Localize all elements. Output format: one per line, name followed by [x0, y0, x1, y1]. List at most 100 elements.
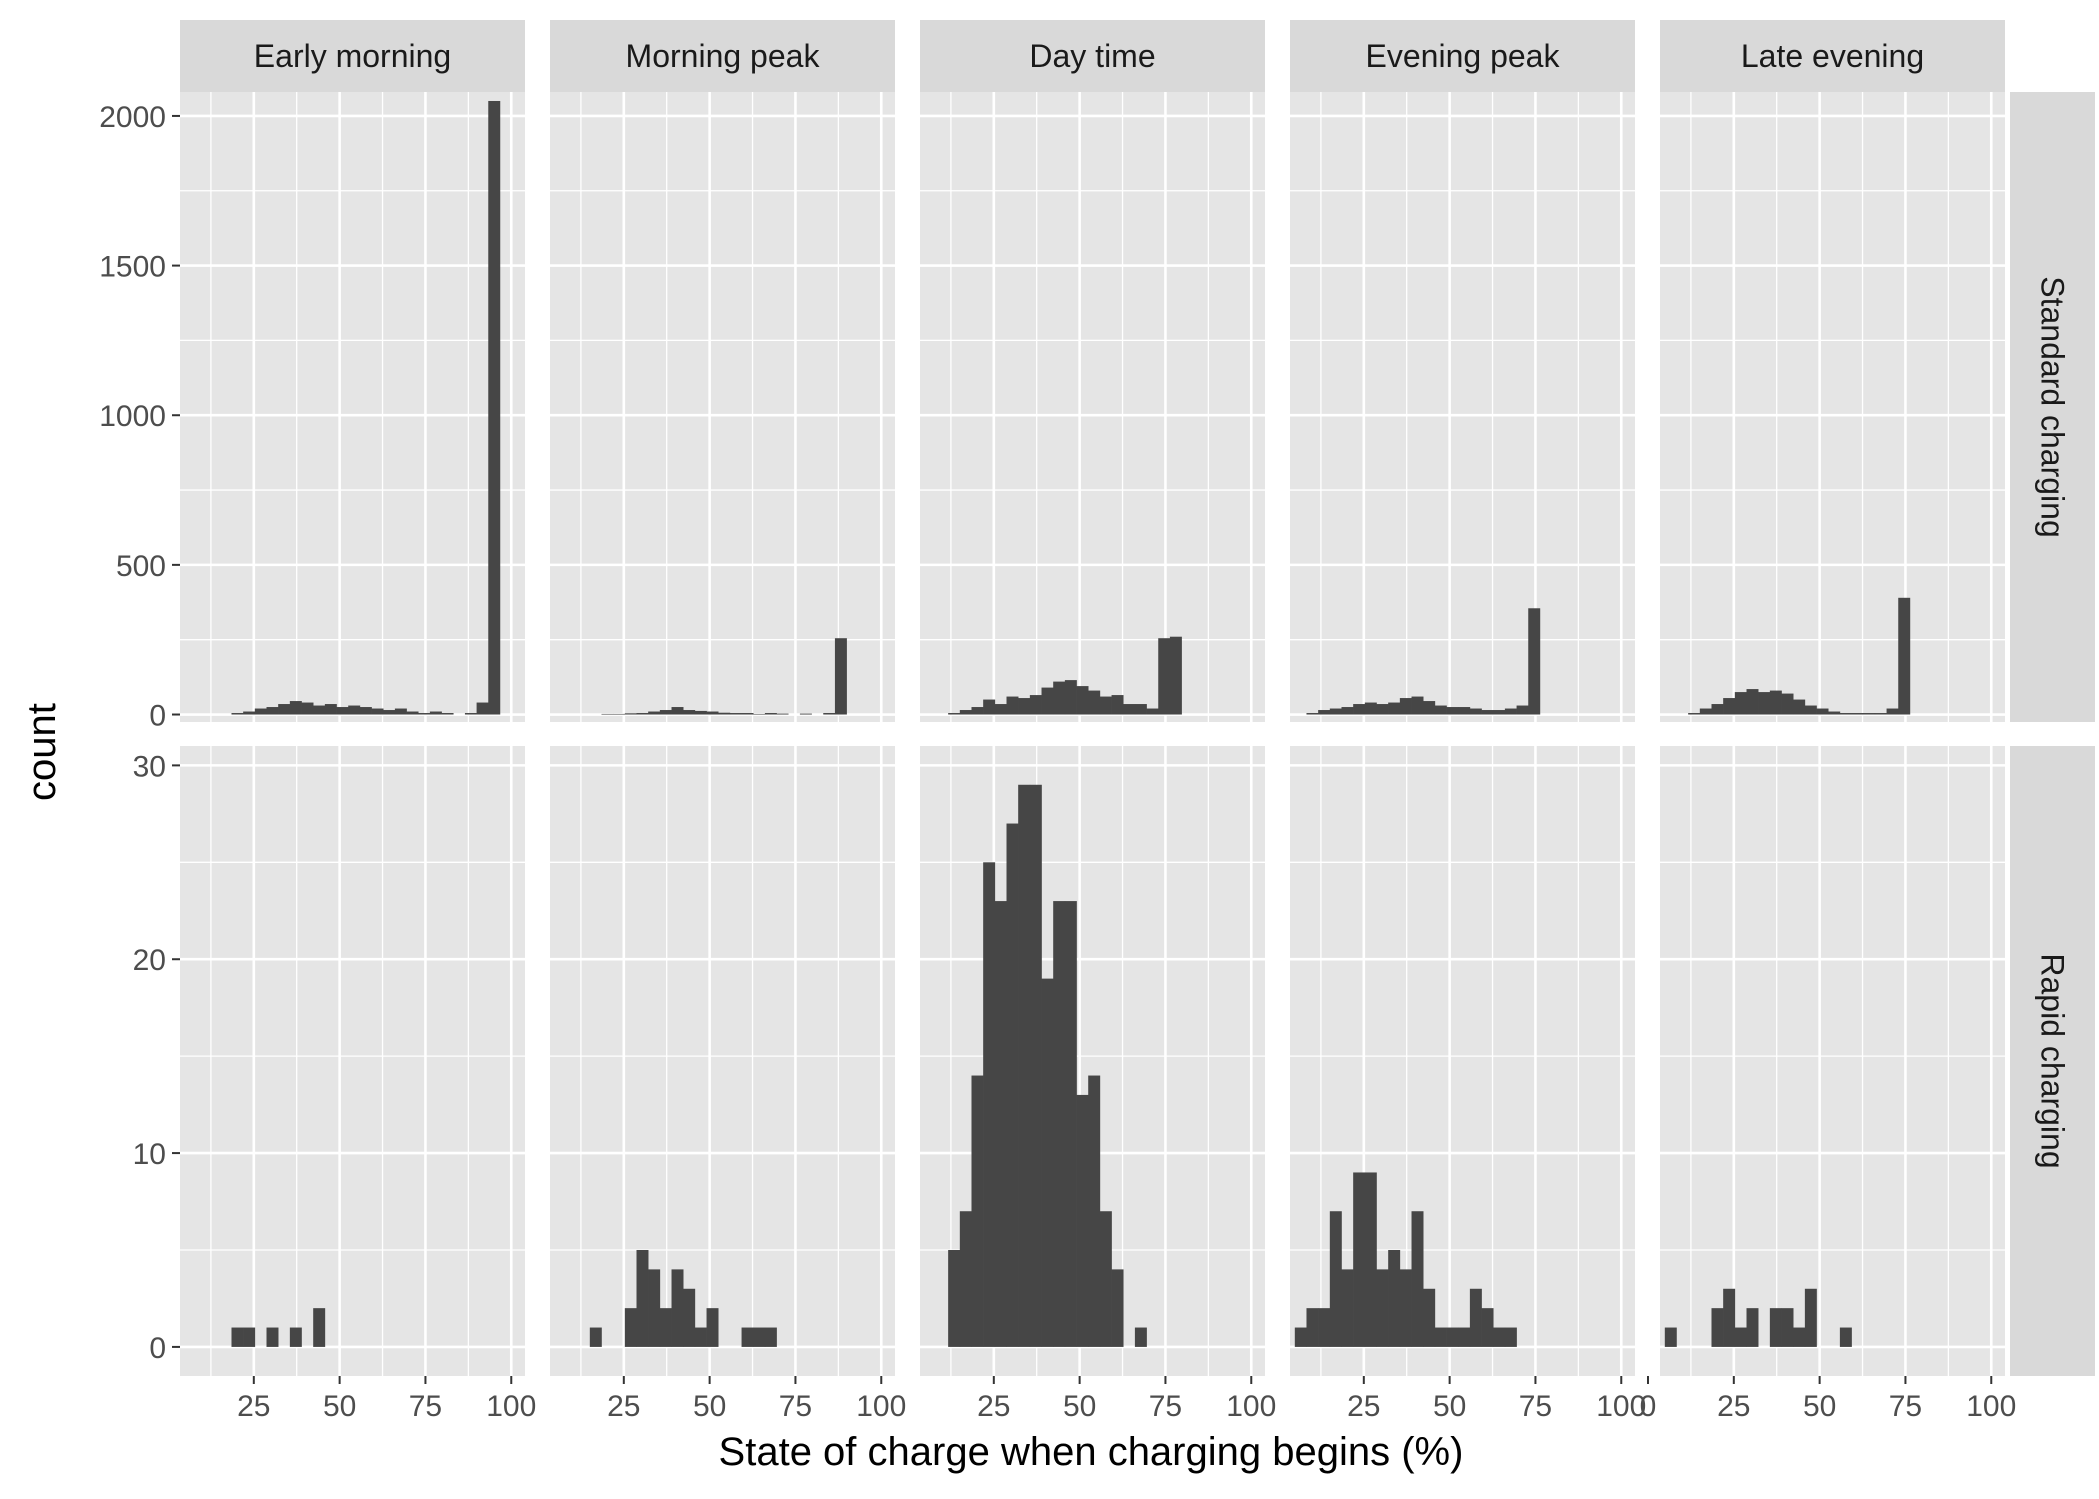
histogram-bar — [254, 708, 267, 715]
histogram-bar — [1504, 708, 1517, 715]
y-tick-label: 500 — [116, 550, 166, 583]
histogram-bar — [1041, 687, 1054, 715]
histogram-bar — [1469, 1288, 1482, 1347]
histogram-bar — [959, 710, 972, 715]
histogram-bar — [1318, 1308, 1331, 1347]
x-axis-morning-peak: 25 50 75 100 — [607, 1376, 906, 1423]
histogram-bar — [1746, 1308, 1759, 1347]
histogram-bar — [1793, 1327, 1806, 1347]
histogram-bar — [1376, 1269, 1389, 1347]
facet-strip-bg — [920, 20, 1265, 92]
histogram-bar — [1088, 690, 1101, 715]
histogram-bars — [1306, 608, 1541, 715]
x-tick-label: 75 — [1149, 1390, 1182, 1423]
histogram-bar — [983, 699, 996, 715]
panel-standard-charging-evening-peak — [1290, 92, 1635, 722]
histogram-bar — [1158, 638, 1171, 715]
histogram-bars — [1664, 1288, 1852, 1347]
histogram-bar — [1711, 704, 1724, 715]
x-tick-label: 100 — [1966, 1390, 2016, 1423]
x-axis-late-evening: 0 25 50 75 100 — [1640, 1376, 2016, 1423]
x-tick-label: 50 — [1063, 1390, 1096, 1423]
x-tick-label: 100 — [856, 1390, 906, 1423]
panel-background — [1660, 92, 2005, 722]
histogram-bar — [301, 702, 314, 715]
histogram-bar — [994, 901, 1007, 1347]
histogram-bar — [983, 862, 996, 1347]
facet-strip-label: Late evening — [1741, 38, 1924, 74]
histogram-bar — [336, 707, 349, 715]
facet-strip-bg — [2010, 92, 2095, 722]
histogram-bar — [1874, 713, 1887, 715]
panel-background — [1290, 92, 1635, 722]
facet-strip-evening-peak: Evening peak — [1290, 20, 1635, 92]
histogram-bar — [1029, 695, 1042, 715]
histogram-bar — [1851, 713, 1864, 715]
histogram-bar — [1111, 695, 1124, 715]
histogram-bar — [231, 713, 244, 715]
y-tick-label: 20 — [133, 944, 166, 977]
histogram-bar — [1504, 1327, 1517, 1347]
strips-layer: Early morning Morning peak Day time Evening… — [180, 20, 2095, 1376]
histogram-bar — [1746, 689, 1759, 715]
histogram-bar — [799, 713, 812, 715]
histogram-bar — [313, 705, 326, 715]
histogram-bar — [694, 1327, 707, 1347]
histogram-bar — [1088, 1075, 1101, 1347]
facet-strip-bg — [1660, 20, 2005, 92]
histogram-bar — [1353, 1172, 1366, 1347]
x-tick-label: 50 — [323, 1390, 356, 1423]
histogram-bar — [1469, 708, 1482, 715]
histogram-bar — [266, 707, 279, 715]
histogram-bar — [1781, 693, 1794, 715]
histogram-bar — [441, 713, 454, 715]
x-tick-label: 25 — [1347, 1390, 1380, 1423]
facet-strip-label: Evening peak — [1366, 38, 1561, 74]
histogram-bar — [718, 712, 731, 715]
histogram-bar — [1758, 692, 1771, 715]
histogram-bar — [706, 711, 719, 715]
panel-background — [180, 92, 525, 722]
histogram-bar — [1446, 707, 1459, 715]
x-tick-label: 25 — [237, 1390, 270, 1423]
histogram-bars — [948, 784, 1147, 1347]
histogram-bar — [994, 704, 1007, 715]
histogram-bar — [1053, 901, 1066, 1347]
histogram-bar — [1793, 699, 1806, 715]
histogram-bar — [671, 707, 684, 715]
histogram-bar — [1863, 713, 1876, 715]
histogram-bar — [648, 1269, 661, 1347]
histogram-bar — [834, 638, 847, 715]
x-tick-label: 100 — [486, 1390, 536, 1423]
histogram-bar — [1006, 696, 1019, 715]
histogram-bar — [1329, 708, 1342, 715]
histogram-bar — [764, 1327, 777, 1347]
histogram-bar — [636, 1250, 649, 1347]
histogram-bar — [729, 713, 742, 715]
histogram-bar — [406, 711, 419, 715]
histogram-bar — [1123, 704, 1136, 715]
histogram-bar — [1898, 597, 1911, 715]
y-tick-label: 1500 — [99, 251, 166, 284]
histogram-bar — [1146, 708, 1159, 715]
histogram-bar — [1318, 710, 1331, 715]
histogram-bar — [1388, 1250, 1401, 1347]
facet-strip-label: Standard charging — [2035, 276, 2071, 538]
histogram-bar — [948, 1250, 961, 1347]
facet-strip-label: Morning peak — [626, 38, 821, 74]
y-axis-title: count — [20, 703, 64, 801]
histogram-bar — [636, 713, 649, 715]
histogram-bar — [624, 1308, 637, 1347]
histogram-bar — [243, 711, 256, 715]
histogram-bar — [231, 1327, 244, 1347]
panel-rapid-charging-morning-peak — [550, 746, 895, 1376]
histogram-bar — [1041, 978, 1054, 1347]
histogram-bar — [753, 713, 766, 715]
panel-background — [180, 746, 525, 1376]
facet-strip-bg — [180, 20, 525, 92]
histogram-bar — [776, 713, 789, 715]
histogram-bar — [601, 713, 614, 715]
